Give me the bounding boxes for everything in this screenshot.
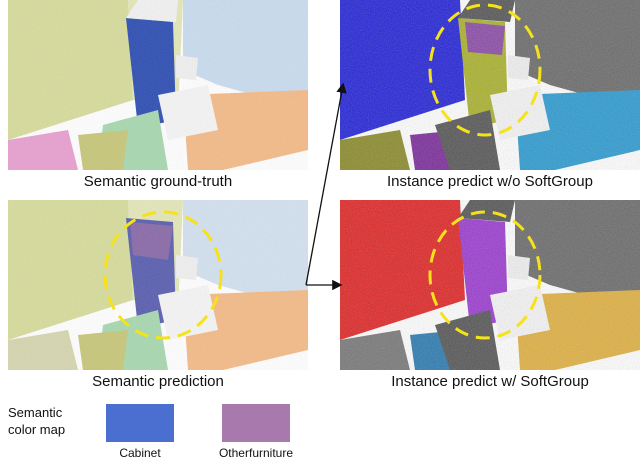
highlight-circle-instance-with-softgroup xyxy=(428,210,542,340)
caption-semantic-ground-truth: Semantic ground-truth xyxy=(83,173,233,190)
arrow-to-instance-without-softgroup xyxy=(305,82,347,286)
legend-title: Semantic color map xyxy=(8,404,65,438)
caption-instance-with-softgroup: Instance predict w/ SoftGroup xyxy=(391,373,589,390)
legend-label-otherfurniture: Otherfurniture xyxy=(218,446,294,460)
pointcloud-instance-without-softgroup xyxy=(340,0,640,170)
caption-instance-without-softgroup: Instance predict w/o SoftGroup xyxy=(387,173,593,190)
legend-title-line1: Semantic xyxy=(8,405,63,420)
highlight-circle-instance-without-softgroup xyxy=(428,3,542,137)
legend-label-cabinet: Cabinet xyxy=(119,446,161,460)
legend-title-line2: color map xyxy=(8,422,66,437)
panel-instance-with-softgroup xyxy=(340,200,640,370)
legend-swatch-otherfurniture xyxy=(222,404,290,442)
legend-swatch-cabinet xyxy=(106,404,174,442)
highlight-circle-semantic-prediction xyxy=(103,210,223,340)
pointcloud-semantic-prediction xyxy=(8,200,308,370)
pointcloud-instance-with-softgroup xyxy=(340,200,640,370)
pointcloud-semantic-ground-truth xyxy=(8,0,308,170)
caption-semantic-prediction: Semantic prediction xyxy=(92,373,224,390)
panel-instance-without-softgroup xyxy=(340,0,640,170)
panel-semantic-prediction xyxy=(8,200,308,370)
panel-semantic-ground-truth xyxy=(8,0,308,170)
